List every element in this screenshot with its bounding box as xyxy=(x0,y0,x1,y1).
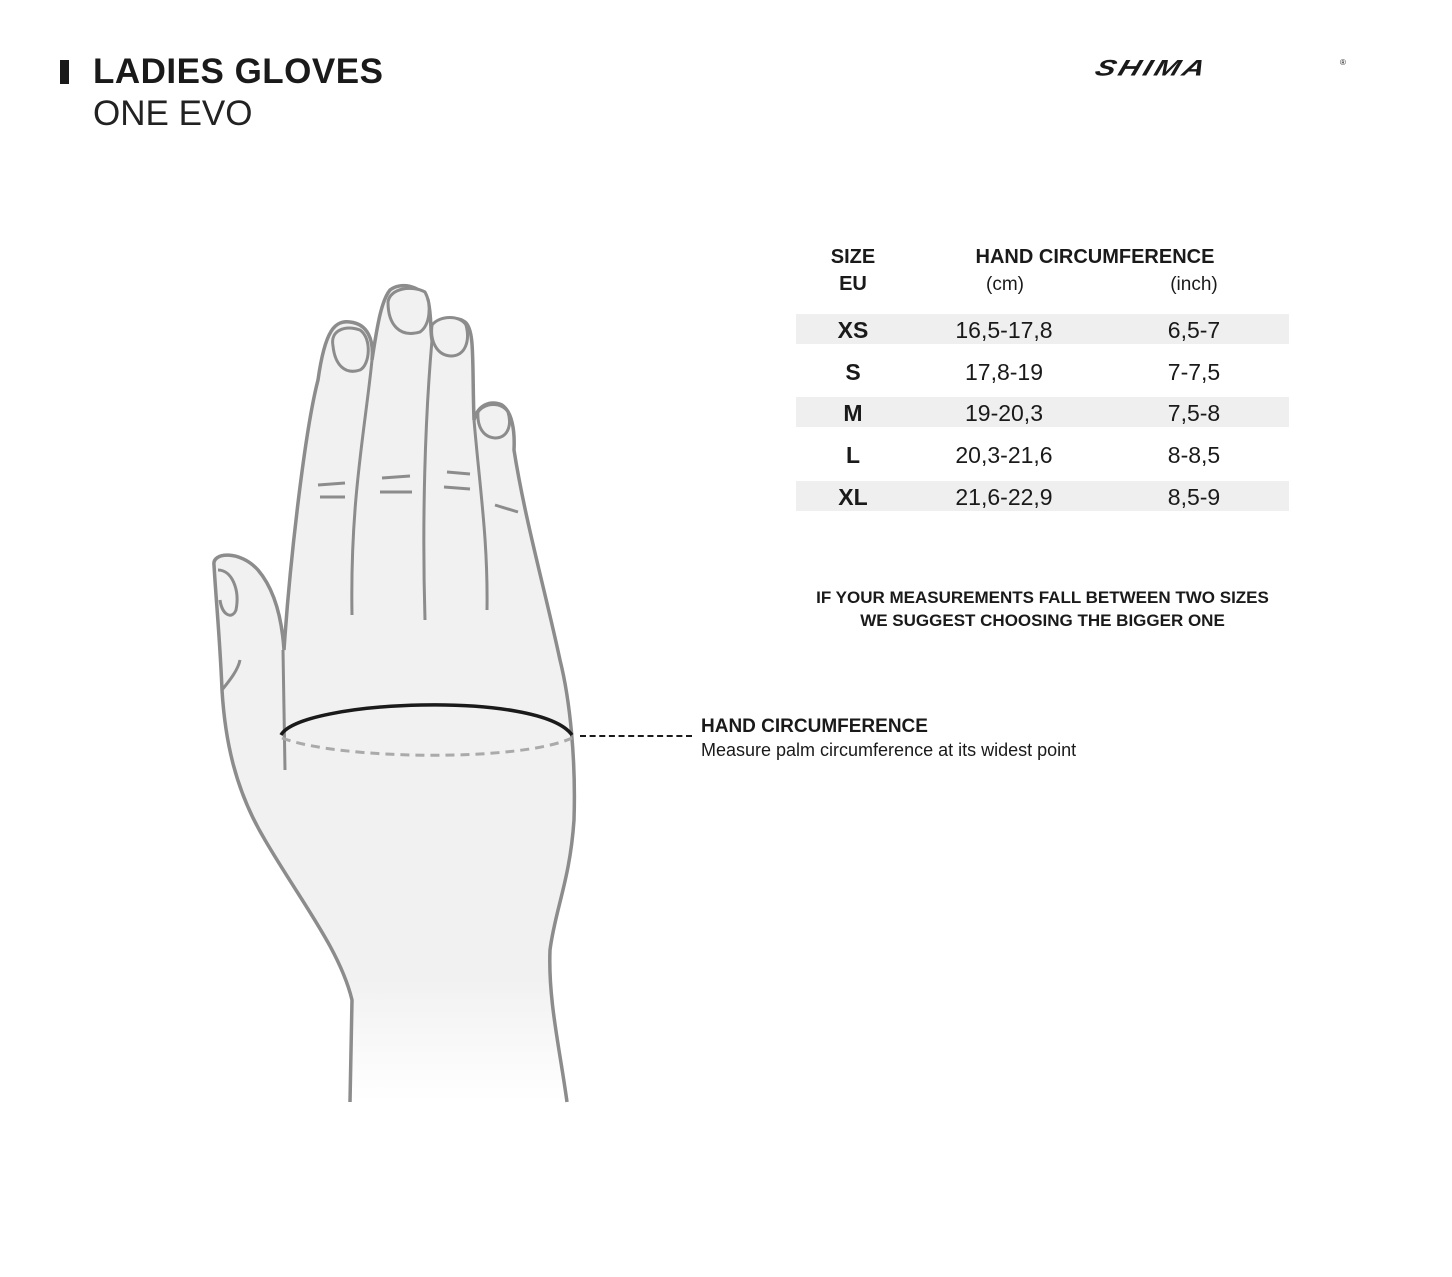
cm-cell: 17,8-19 xyxy=(964,359,1043,385)
inch-cell: 8,5-9 xyxy=(1167,484,1221,510)
cm-cell: 21,6-22,9 xyxy=(955,484,1053,510)
measure-label: HAND CIRCUMFERENCE xyxy=(701,716,928,737)
hand-outline xyxy=(212,283,577,1103)
inch-cell: 6,5-7 xyxy=(1167,317,1221,343)
circumference-header: HAND CIRCUMFERENCE xyxy=(975,246,1215,268)
cm-subheader: (cm) xyxy=(986,274,1024,295)
note-line-1: IF YOUR MEASUREMENTS FALL BETWEEN TWO SI… xyxy=(816,588,1269,607)
size-cell: M xyxy=(843,400,863,426)
registered-mark: ® xyxy=(1340,58,1346,67)
cm-cell: 16,5-17,8 xyxy=(955,317,1053,343)
page-title: LADIES GLOVES xyxy=(93,52,384,91)
size-cell: XL xyxy=(838,484,868,510)
inch-cell: 8-8,5 xyxy=(1167,442,1221,468)
table-row: L 20,3-21,6 8-8,5 xyxy=(796,439,1289,469)
size-cell: S xyxy=(845,359,861,385)
size-subheader: EU xyxy=(839,273,867,295)
title-bar-marker xyxy=(60,60,69,84)
size-cell: L xyxy=(845,442,861,468)
inch-cell: 7,5-8 xyxy=(1167,400,1221,426)
measure-leader-line xyxy=(580,735,692,737)
cm-cell: 19-20,3 xyxy=(964,400,1043,426)
inch-subheader: (inch) xyxy=(1170,274,1218,295)
note-line-2: WE SUGGEST CHOOSING THE BIGGER ONE xyxy=(860,611,1225,630)
table-row: XL 21,6-22,9 8,5-9 xyxy=(796,481,1289,511)
size-cell: XS xyxy=(837,317,869,343)
finger-details xyxy=(217,286,519,771)
circumference-front-line xyxy=(279,703,574,737)
cm-cell: 20,3-21,6 xyxy=(955,442,1053,468)
table-row: XS 16,5-17,8 6,5-7 xyxy=(796,314,1289,344)
table-row: S 17,8-19 7-7,5 xyxy=(796,356,1289,386)
product-name: ONE EVO xyxy=(93,94,253,133)
measure-description: Measure palm circumference at its widest… xyxy=(701,740,1077,760)
table-row: M 19-20,3 7,5-8 xyxy=(796,397,1289,427)
size-header: SIZE xyxy=(830,246,876,268)
sizing-note: IF YOUR MEASUREMENTS FALL BETWEEN TWO SI… xyxy=(796,586,1289,632)
inch-cell: 7-7,5 xyxy=(1167,359,1221,385)
